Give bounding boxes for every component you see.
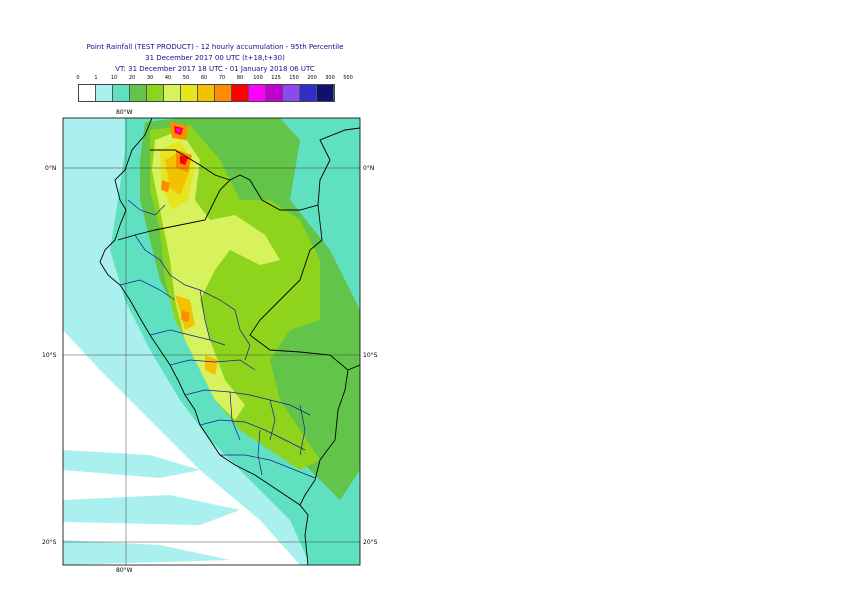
heavy-rain-core — [161, 122, 192, 322]
legend-swatch-10 — [249, 85, 266, 101]
legend-label-12: 150 — [289, 75, 299, 81]
legend-label-3: 20 — [128, 75, 136, 81]
legend-colorbar — [78, 84, 335, 102]
legend-swatch-0 — [79, 85, 96, 101]
legend-labels: 0 1 10 20 30 40 50 60 70 80 100 125 150 200 300 500 — [70, 75, 360, 83]
legend-swatch-11 — [266, 85, 283, 101]
lat-label-20s-right: 20°S — [363, 539, 378, 546]
map-title: Point Rainfall (TEST PRODUCT) - 12 hourl… — [86, 43, 344, 51]
map-frame-content — [63, 118, 360, 565]
land-orange — [165, 150, 218, 375]
lat-label-10s-left: 10°S — [42, 352, 57, 359]
legend-swatch-12 — [283, 85, 300, 101]
legend-swatch-6 — [181, 85, 198, 101]
legend-swatch-9 — [232, 85, 249, 101]
legend-label-0: 0 — [76, 75, 80, 81]
country-border-brazil-peru — [249, 204, 349, 461]
legend-swatch-13 — [300, 85, 317, 101]
extreme-rain-peak — [176, 128, 181, 133]
map-border — [62, 117, 361, 566]
coastline — [99, 118, 309, 565]
legend-label-9: 80 — [236, 75, 244, 81]
legend-swatch-2 — [113, 85, 130, 101]
country-border-ecuador-peru — [117, 159, 331, 241]
lat-label-0-right: 0°N — [363, 165, 375, 172]
legend-label-4: 30 — [146, 75, 154, 81]
extreme-rain-core — [174, 126, 188, 165]
lat-label-0-left: 0°N — [45, 165, 57, 172]
legend-swatch-3 — [130, 85, 147, 101]
legend-swatch-4 — [147, 85, 164, 101]
map-subtitle-validity: VT: 31 December 2017 18 UTC - 01 January… — [115, 65, 315, 73]
legend-label-15: 500 — [343, 75, 353, 81]
legend-swatch-8 — [215, 85, 232, 101]
regional-boundaries — [119, 199, 316, 479]
lat-label-10s-right: 10°S — [363, 352, 378, 359]
legend-label-13: 200 — [307, 75, 317, 81]
legend-swatch-7 — [198, 85, 215, 101]
legend-label-14: 300 — [325, 75, 335, 81]
legend-label-6: 50 — [182, 75, 190, 81]
legend-swatch-5 — [164, 85, 181, 101]
legend-label-8: 70 — [218, 75, 226, 81]
lon-label-top: 80°W — [116, 109, 133, 116]
legend-label-2: 10 — [110, 75, 118, 81]
lat-label-20s-left: 20°S — [42, 539, 57, 546]
legend-label-10: 100 — [253, 75, 263, 81]
country-border-bolivia — [299, 364, 360, 506]
legend-swatch-14 — [317, 85, 334, 101]
lon-label-bottom: 80°W — [116, 567, 133, 574]
legend-label-11: 125 — [271, 75, 281, 81]
offshore-band-2 — [63, 495, 240, 525]
offshore-band-1 — [63, 450, 200, 478]
map-subtitle-run: 31 December 2017 00 UTC (t+18,t+30) — [145, 54, 285, 62]
legend-label-7: 60 — [200, 75, 208, 81]
country-border-colombia — [150, 127, 360, 181]
offshore-band-3 — [63, 540, 230, 565]
legend-label-1: 1 — [94, 75, 98, 81]
legend-swatch-1 — [96, 85, 113, 101]
legend-label-5: 40 — [164, 75, 172, 81]
